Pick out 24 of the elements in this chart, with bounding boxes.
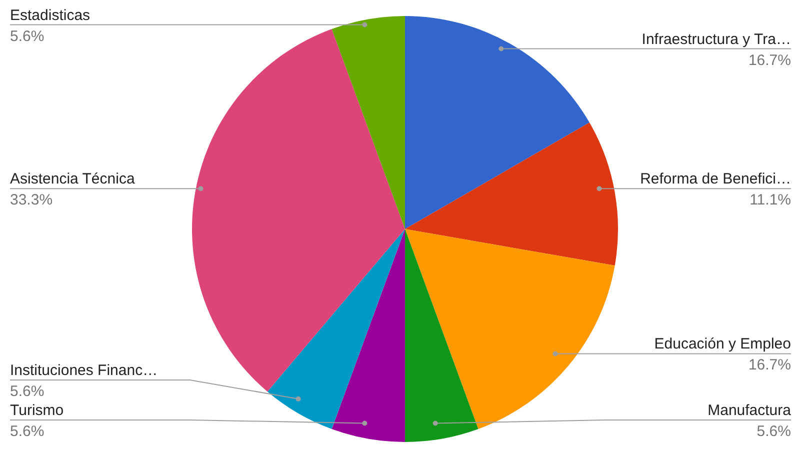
slice-label: Manufactura (708, 402, 792, 419)
pie-slice (267, 229, 405, 429)
slice-label: Instituciones Financ… (10, 362, 158, 379)
pie-slice (192, 29, 405, 392)
pie-slice (405, 122, 618, 266)
pie-slice (405, 16, 590, 229)
slice-label: Educación y Empleo (654, 336, 791, 353)
pie-slice (405, 229, 615, 429)
slice-label: Estadisticas (10, 6, 90, 24)
slice-label: Reforma de Benefici… (640, 170, 791, 188)
data-label: 5.6% (10, 423, 44, 440)
data-label: 16.7% (748, 356, 791, 374)
slice-label: Turismo (10, 402, 64, 419)
pie-slice (332, 16, 405, 229)
data-label: 16.7% (748, 52, 791, 69)
data-label: 5.6% (10, 28, 44, 45)
data-label: 5.6% (756, 423, 791, 440)
data-label: 5.6% (10, 383, 44, 400)
slice-label: Asistencia Técnica (10, 170, 136, 188)
slice-label: Infraestructura y Tra… (642, 30, 791, 48)
pie-slice (332, 229, 405, 442)
pie-slice (405, 229, 478, 442)
data-label: 33.3% (10, 192, 53, 209)
data-label: 11.1% (750, 192, 791, 209)
